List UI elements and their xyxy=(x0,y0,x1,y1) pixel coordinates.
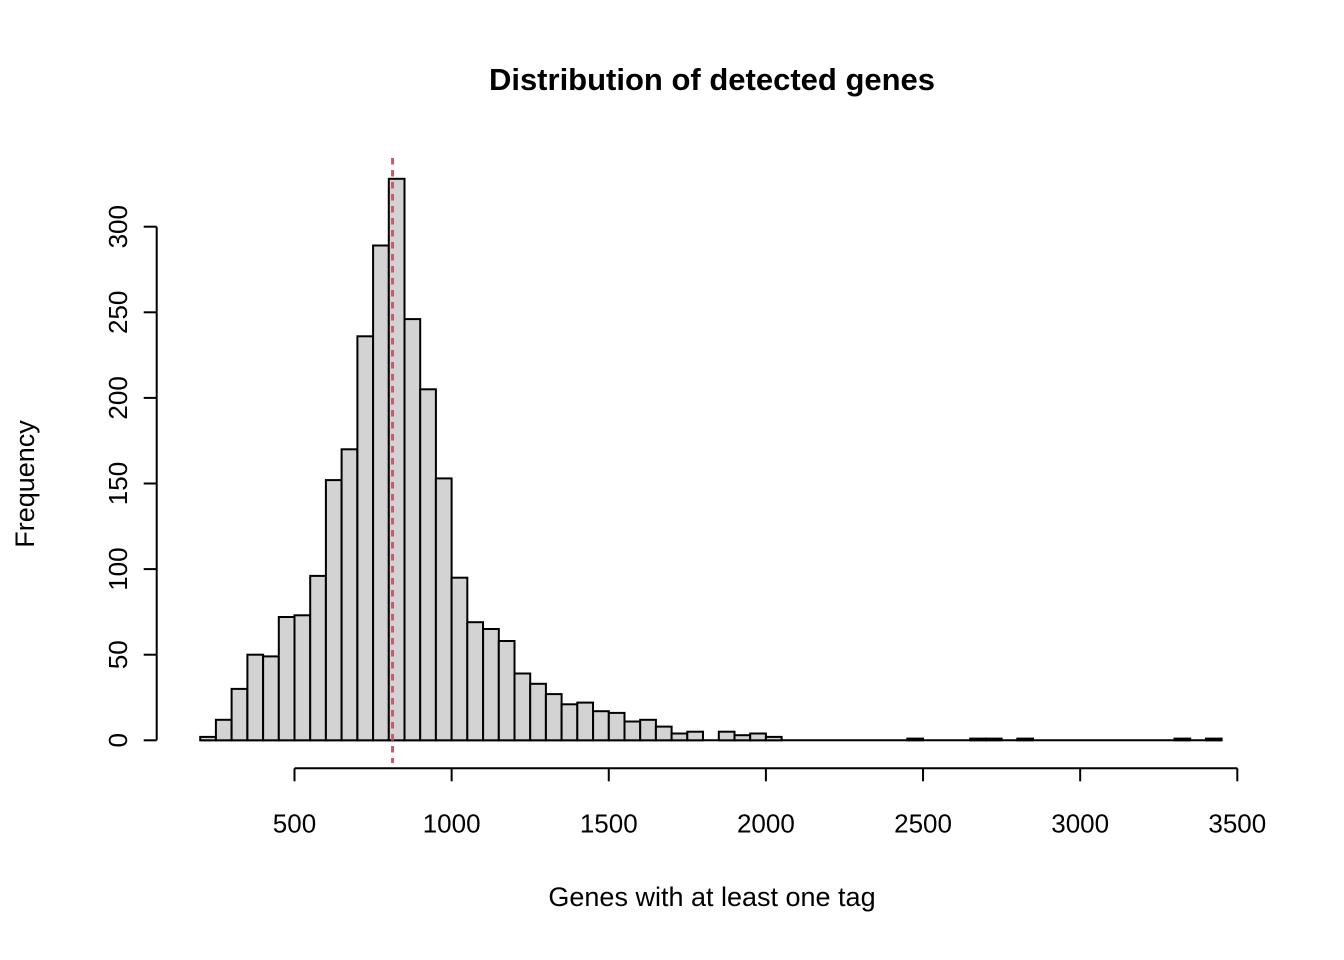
histogram-bar xyxy=(764,735,783,742)
y-tick-label: 0 xyxy=(103,733,133,747)
histogram-bar xyxy=(372,244,390,742)
x-tick-label: 3000 xyxy=(1051,808,1109,838)
bars-group xyxy=(199,177,1223,742)
histogram-bar xyxy=(576,701,595,742)
histogram-bar xyxy=(560,703,579,742)
histogram-bar xyxy=(262,655,280,742)
histogram-bar xyxy=(717,730,736,742)
x-tick-label: 500 xyxy=(273,808,316,838)
histogram-bar xyxy=(639,718,657,742)
y-tick-label: 100 xyxy=(103,547,133,590)
histogram-bar xyxy=(1204,737,1223,742)
histogram-bar xyxy=(466,621,485,742)
x-axis: 500 1000 1500 2000 2500 3000 3500 xyxy=(273,767,1266,838)
chart-title: Distribution of detected genes xyxy=(489,62,935,97)
y-tick-label: 50 xyxy=(103,640,133,669)
x-tick-label: 1500 xyxy=(580,808,638,838)
histogram-bar xyxy=(419,388,437,742)
histogram-bar xyxy=(670,732,689,742)
histogram-bar xyxy=(733,734,752,742)
histogram-bar xyxy=(482,628,500,742)
histogram-bar xyxy=(230,687,249,742)
histogram-bar xyxy=(749,732,767,742)
histogram-bar xyxy=(969,737,987,742)
histogram-bar xyxy=(450,576,469,742)
histogram-bar xyxy=(984,737,1003,742)
y-axis: 0 50 100 150 200 250 300 xyxy=(103,205,158,748)
histogram-bar xyxy=(277,616,296,742)
histogram-bar xyxy=(544,693,563,742)
histogram-bar xyxy=(592,710,610,742)
x-tick-label: 2500 xyxy=(894,808,952,838)
histogram-bar xyxy=(1016,737,1035,742)
histogram-bar xyxy=(324,479,343,742)
histogram-bar xyxy=(686,730,705,742)
y-tick-label: 250 xyxy=(103,291,133,334)
histogram-bar xyxy=(906,737,925,742)
x-tick-label: 2000 xyxy=(737,808,795,838)
histogram-bar xyxy=(246,653,265,742)
y-axis-title: Frequency xyxy=(10,420,40,548)
histogram-bar xyxy=(607,711,626,742)
x-tick-label: 1000 xyxy=(423,808,481,838)
histogram-bar xyxy=(513,672,532,742)
y-tick-label: 300 xyxy=(103,205,133,248)
y-tick-label: 200 xyxy=(103,376,133,419)
histogram-bar xyxy=(497,640,516,742)
histogram-bar xyxy=(214,718,233,742)
x-tick-label: 3500 xyxy=(1208,808,1266,838)
histogram-bar xyxy=(293,614,312,742)
histogram-bar xyxy=(654,725,673,742)
histogram-bar xyxy=(309,574,327,742)
histogram-bar xyxy=(434,477,453,742)
histogram-bar xyxy=(623,720,642,742)
y-tick-label: 150 xyxy=(103,462,133,505)
histogram-bar xyxy=(199,735,217,742)
histogram-bar xyxy=(1173,737,1192,742)
histogram-bar xyxy=(529,682,547,742)
histogram-bar xyxy=(356,335,375,742)
histogram-bar xyxy=(340,448,359,742)
histogram-bar xyxy=(403,318,422,742)
x-axis-title: Genes with at least one tag xyxy=(548,882,875,912)
